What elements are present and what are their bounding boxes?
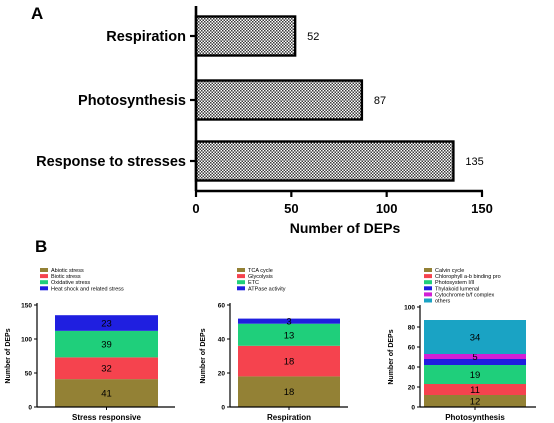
legend-label: ATPase activity <box>248 286 286 292</box>
y-tick-label: 80 <box>408 324 416 331</box>
bar-segment <box>424 354 526 359</box>
legend-swatch <box>424 274 432 279</box>
y-tick-label: 20 <box>218 370 226 377</box>
legend-swatch <box>424 286 432 291</box>
y-tick-label: 40 <box>218 336 226 343</box>
y-axis-title: Number of DEPs <box>5 328 12 383</box>
category-label: Respiration <box>106 29 186 45</box>
panel-a-letter: A <box>31 4 43 23</box>
legend-label: Thylakoid lumenal <box>435 286 479 292</box>
legend-swatch <box>237 274 245 279</box>
bar-segment <box>424 359 526 365</box>
legend-swatch <box>237 268 245 272</box>
legend-label: Oxidative stress <box>51 280 90 286</box>
legend-swatch <box>40 274 48 279</box>
legend-label: Chlorophyll a-b binding pro <box>435 274 501 280</box>
x-tick-label: 100 <box>376 201 398 216</box>
bar-segment <box>238 318 340 324</box>
legend-swatch <box>424 292 432 297</box>
data-label: 87 <box>374 95 386 107</box>
y-axis-title: Number of DEPs <box>388 329 395 384</box>
segment-label: 34 <box>470 333 481 344</box>
segment-label: 19 <box>470 370 481 381</box>
legend-swatch <box>40 280 48 285</box>
bar <box>194 15 297 57</box>
y-tick-label: 60 <box>408 344 416 351</box>
segment-label: 5 <box>472 352 477 363</box>
bar-segment <box>238 345 340 377</box>
bar-segment <box>55 379 158 407</box>
data-label: 52 <box>307 31 319 43</box>
legend-label: ETC <box>248 280 259 286</box>
bar-segment <box>55 330 158 358</box>
y-tick-label: 0 <box>221 404 225 411</box>
bar-segment <box>424 395 526 407</box>
segment-label: 11 <box>470 385 480 396</box>
segment-label: 39 <box>101 340 112 351</box>
legend-swatch <box>424 268 432 272</box>
bar-segment <box>424 365 526 384</box>
y-tick-label: 40 <box>408 364 416 371</box>
segment-label: 41 <box>101 389 112 400</box>
bar-segment <box>238 376 340 407</box>
horizontal-bar-chart: Respiration 52 Photosynthesis 87 Response to… <box>36 6 493 236</box>
category-label: Photosynthesis <box>78 93 186 109</box>
segment-label: 3 <box>286 317 291 328</box>
legend-label: others <box>435 299 451 305</box>
legend-swatch <box>237 280 245 285</box>
bar-segment <box>55 315 158 331</box>
y-tick-label: 20 <box>408 384 416 391</box>
x-tick-label: 50 <box>284 201 298 216</box>
legend-label: Biotic stress <box>51 274 81 280</box>
bar-segment <box>424 384 526 395</box>
legend-label: Calvin cycle <box>435 268 464 274</box>
bar-segment <box>238 323 340 346</box>
category-label: Stress responsive <box>72 413 141 422</box>
y-tick-label: 60 <box>218 302 226 309</box>
bar-segment <box>424 320 526 354</box>
category-label: Response to stresses <box>36 154 186 170</box>
data-label: 135 <box>465 156 483 168</box>
legend-swatch <box>424 280 432 285</box>
legend-label: Heat shock and related stress <box>51 286 124 292</box>
segment-label: 12 <box>470 397 481 408</box>
legend-label: TCA cycle <box>248 268 273 274</box>
legend-swatch <box>424 298 432 303</box>
x-tick-label: 0 <box>192 201 199 216</box>
y-tick-label: 100 <box>404 304 415 311</box>
category-label: Respiration <box>267 413 311 422</box>
segment-label: 18 <box>284 387 295 398</box>
legend-label: Cytochrome b/f complex <box>435 292 495 298</box>
segment-label: 13 <box>284 330 295 341</box>
x-tick-label: 150 <box>471 201 493 216</box>
x-axis-title: Number of DEPs <box>290 220 401 236</box>
segment-label: 32 <box>101 364 112 375</box>
legend-label: Abiotic stress <box>51 268 84 274</box>
segment-label: 23 <box>101 319 112 330</box>
legend-label: Photosystem I/II <box>435 280 475 286</box>
legend-swatch <box>40 286 48 291</box>
y-axis-title: Number of DEPs <box>200 328 207 383</box>
legend-swatch <box>40 268 48 272</box>
y-tick-label: 100 <box>21 336 32 343</box>
y-tick-label: 0 <box>411 404 415 411</box>
legend-swatch <box>237 286 245 291</box>
segment-label: 18 <box>284 357 295 368</box>
y-tick-label: 50 <box>25 370 33 377</box>
y-tick-label: 150 <box>21 302 32 309</box>
bar <box>194 79 364 121</box>
legend-label: Glycolysis <box>248 274 273 280</box>
bar <box>194 140 455 182</box>
category-label: Photosynthesis <box>445 413 505 422</box>
bar-segment <box>55 357 158 380</box>
panel-b-letter: B <box>35 237 47 256</box>
y-tick-label: 0 <box>28 404 32 411</box>
